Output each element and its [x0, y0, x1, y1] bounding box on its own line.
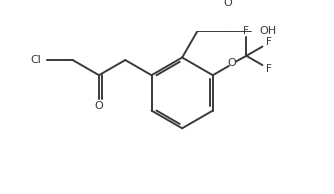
Text: F: F [266, 64, 272, 74]
Text: OH: OH [260, 26, 277, 36]
Text: O: O [95, 100, 103, 111]
Text: O: O [223, 0, 232, 8]
Text: Cl: Cl [31, 55, 41, 65]
Text: F: F [243, 26, 249, 36]
Text: O: O [228, 58, 236, 68]
Text: F: F [266, 37, 272, 47]
